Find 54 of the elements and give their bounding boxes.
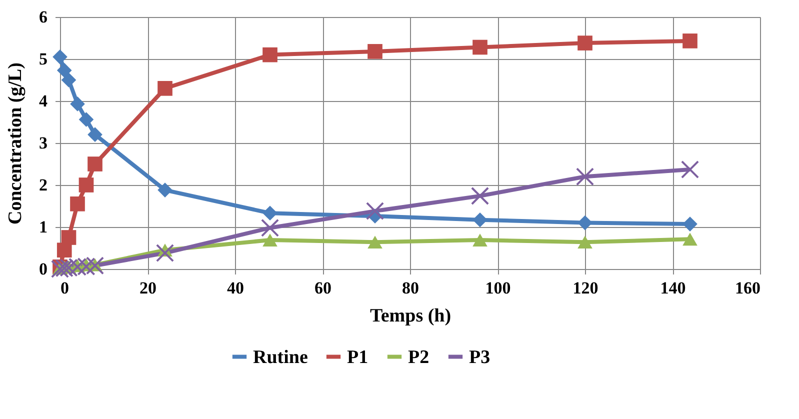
legend-label: Rutine: [253, 346, 308, 368]
point: [88, 127, 102, 142]
point: [70, 96, 85, 112]
point: [366, 202, 384, 220]
point: [472, 234, 488, 246]
point: [578, 36, 592, 50]
point: [61, 72, 76, 88]
point: [260, 218, 280, 237]
legend-label: P3: [469, 346, 490, 368]
x-tick-label: 0: [60, 278, 69, 298]
point: [576, 168, 594, 186]
point: [56, 62, 72, 78]
legend-label: P2: [408, 346, 430, 368]
y-tick-label: 2: [39, 176, 48, 194]
point: [262, 206, 278, 221]
point: [262, 234, 278, 246]
point: [368, 236, 382, 249]
point: [472, 212, 488, 228]
point: [682, 216, 698, 232]
x-tick-label: 100: [485, 278, 511, 298]
point: [158, 80, 172, 96]
point: [52, 49, 68, 64]
x-tick-label: 20: [140, 278, 156, 298]
point: [78, 112, 94, 127]
x-tick-label: 60: [314, 278, 332, 298]
x-tick-label: 80: [402, 278, 419, 298]
point: [88, 156, 102, 172]
point: [262, 47, 278, 62]
point: [156, 244, 174, 262]
point: [368, 44, 382, 59]
y-tick-label: 1: [39, 218, 48, 236]
x-tick-label: 120: [572, 278, 598, 298]
point: [470, 186, 490, 205]
point: [158, 182, 172, 198]
point: [578, 236, 592, 249]
y-tick-label: 3: [39, 134, 48, 152]
point: [472, 40, 488, 55]
point: [61, 230, 76, 245]
y-tick-label: 5: [39, 50, 48, 68]
point: [578, 215, 592, 230]
x-tick-label: 160: [735, 278, 760, 298]
point: [70, 196, 85, 212]
point: [682, 34, 698, 48]
x-tick-label: 140: [660, 278, 686, 298]
point: [682, 232, 698, 246]
point: [78, 178, 94, 192]
y-axis-title: Concentration (g/L): [5, 62, 26, 225]
x-tick-label: 40: [227, 278, 244, 298]
y-tick-label: 0: [39, 260, 48, 278]
point: [680, 160, 700, 179]
y-tick-label: 4: [39, 92, 48, 110]
x-axis-title: Temps (h): [370, 306, 452, 326]
legend-label: P1: [347, 346, 368, 368]
y-tick-label: 6: [39, 8, 48, 26]
